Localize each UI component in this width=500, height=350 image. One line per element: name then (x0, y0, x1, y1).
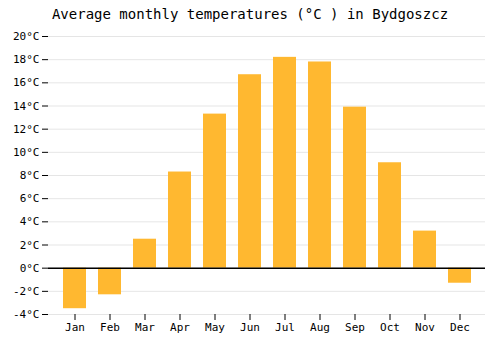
svg-text:-2°C: -2°C (13, 285, 40, 298)
svg-text:Nov: Nov (415, 321, 435, 334)
svg-text:2°C: 2°C (20, 239, 40, 252)
svg-text:Sep: Sep (345, 321, 365, 334)
svg-text:0°C: 0°C (20, 262, 40, 275)
svg-text:20°C: 20°C (13, 30, 40, 43)
svg-text:Jul: Jul (275, 321, 295, 334)
svg-text:Jun: Jun (240, 321, 260, 334)
svg-text:8°C: 8°C (20, 169, 40, 182)
svg-text:-4°C: -4°C (13, 308, 40, 321)
svg-text:16°C: 16°C (13, 76, 40, 89)
svg-text:12°C: 12°C (13, 123, 40, 136)
svg-text:Aug: Aug (310, 321, 330, 334)
svg-text:14°C: 14°C (13, 100, 40, 113)
svg-text:18°C: 18°C (13, 53, 40, 66)
svg-text:Feb: Feb (100, 321, 120, 334)
svg-text:10°C: 10°C (13, 146, 40, 159)
svg-text:Mar: Mar (135, 321, 155, 334)
svg-text:Apr: Apr (170, 321, 190, 334)
html-text:Average monthly temperatures (: Average monthly temperatures (°C ) in By… (51, 6, 449, 22)
svg-text:Oct: Oct (380, 321, 400, 334)
svg-text:May: May (205, 321, 225, 334)
svg-text:Jan: Jan (65, 321, 85, 334)
svg-text:4°C: 4°C (20, 215, 40, 228)
svg-text:Dec: Dec (450, 321, 470, 334)
svg-text:6°C: 6°C (20, 192, 40, 205)
